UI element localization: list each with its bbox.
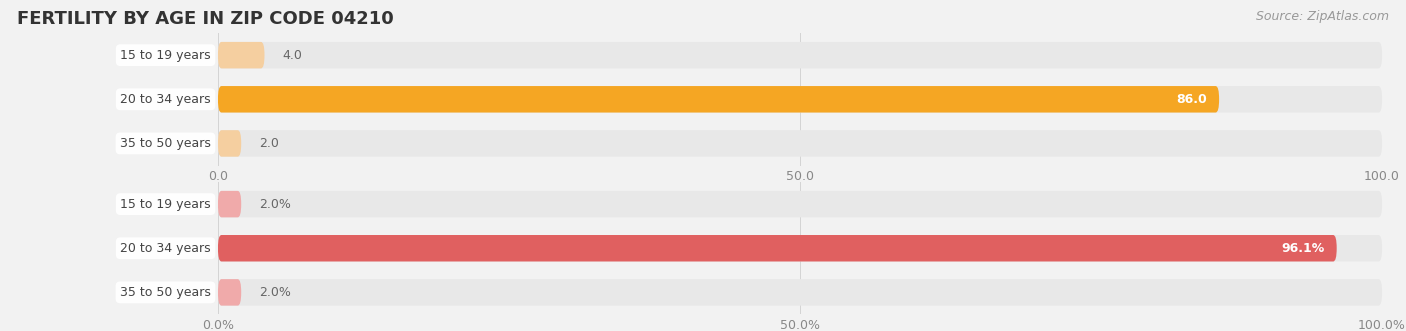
FancyBboxPatch shape bbox=[218, 130, 1382, 157]
Text: 2.0: 2.0 bbox=[259, 137, 278, 150]
Text: 2.0%: 2.0% bbox=[259, 198, 291, 211]
FancyBboxPatch shape bbox=[218, 191, 1382, 217]
FancyBboxPatch shape bbox=[218, 279, 1382, 306]
FancyBboxPatch shape bbox=[218, 42, 1382, 69]
FancyBboxPatch shape bbox=[218, 191, 242, 217]
Text: 86.0: 86.0 bbox=[1177, 93, 1208, 106]
FancyBboxPatch shape bbox=[218, 235, 1382, 261]
Text: Source: ZipAtlas.com: Source: ZipAtlas.com bbox=[1256, 10, 1389, 23]
FancyBboxPatch shape bbox=[218, 130, 242, 157]
Text: FERTILITY BY AGE IN ZIP CODE 04210: FERTILITY BY AGE IN ZIP CODE 04210 bbox=[17, 10, 394, 28]
FancyBboxPatch shape bbox=[218, 86, 1219, 113]
FancyBboxPatch shape bbox=[218, 42, 264, 69]
Text: 20 to 34 years: 20 to 34 years bbox=[121, 93, 211, 106]
FancyBboxPatch shape bbox=[218, 279, 242, 306]
Text: 15 to 19 years: 15 to 19 years bbox=[121, 49, 211, 62]
Text: 35 to 50 years: 35 to 50 years bbox=[120, 137, 211, 150]
Text: 20 to 34 years: 20 to 34 years bbox=[121, 242, 211, 255]
Text: 4.0: 4.0 bbox=[283, 49, 302, 62]
Text: 35 to 50 years: 35 to 50 years bbox=[120, 286, 211, 299]
Text: 96.1%: 96.1% bbox=[1282, 242, 1324, 255]
Text: 2.0%: 2.0% bbox=[259, 286, 291, 299]
FancyBboxPatch shape bbox=[218, 86, 1382, 113]
FancyBboxPatch shape bbox=[218, 235, 1337, 261]
Text: 15 to 19 years: 15 to 19 years bbox=[121, 198, 211, 211]
